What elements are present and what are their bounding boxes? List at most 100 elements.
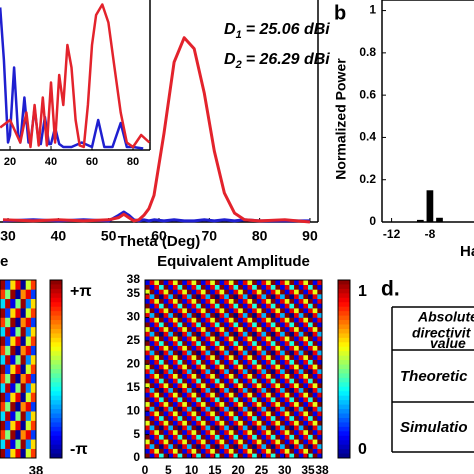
heatmap-cell xyxy=(312,411,318,417)
heatmap-cell xyxy=(233,387,239,393)
heatmap-cell xyxy=(289,289,295,295)
heatmap-cell xyxy=(196,397,202,403)
heatmap-cell xyxy=(145,434,150,440)
heatmap-cell xyxy=(186,312,192,318)
heatmap-cell xyxy=(145,448,150,454)
heatmap-cell xyxy=(20,429,27,440)
heatmap-cell xyxy=(10,373,16,384)
heatmap-cell xyxy=(275,317,281,323)
heatmap-cell xyxy=(15,354,21,365)
heatmap-cell xyxy=(228,401,234,407)
heatmap-cell xyxy=(10,448,16,459)
heatmap-cell xyxy=(294,453,300,459)
heatmap-cell xyxy=(317,439,323,445)
heatmap-cell xyxy=(275,439,281,445)
heatmap-cell xyxy=(15,420,21,431)
y-tick-label: 10 xyxy=(127,403,141,417)
heatmap-cell xyxy=(298,289,304,295)
heatmap-cell xyxy=(280,317,286,323)
heatmap-cell xyxy=(242,383,248,389)
heatmap-cell xyxy=(256,303,262,309)
heatmap-cell xyxy=(298,359,304,365)
heatmap-cell xyxy=(303,397,309,403)
colorbar-step xyxy=(338,426,350,432)
heatmap-cell xyxy=(191,378,197,384)
heatmap-cell xyxy=(196,453,202,459)
heatmap-cell xyxy=(284,397,290,403)
heatmap-cell xyxy=(163,439,169,445)
heatmap-cell xyxy=(317,340,323,346)
heatmap-cell xyxy=(228,406,234,412)
heatmap-cell xyxy=(154,303,160,309)
heatmap-cell xyxy=(261,443,267,449)
heatmap-cell xyxy=(191,434,197,440)
heatmap-cell xyxy=(284,340,290,346)
heatmap-cell xyxy=(172,453,178,459)
colorbar-step xyxy=(338,293,350,299)
heatmap-cell xyxy=(182,453,188,459)
heatmap-cell xyxy=(168,387,174,393)
heatmap-cell xyxy=(186,345,192,351)
heatmap-cell xyxy=(233,312,239,318)
heatmap-cell xyxy=(294,378,300,384)
heatmap-cell xyxy=(238,331,244,337)
heatmap-cell xyxy=(158,443,164,449)
heatmap-cell xyxy=(308,369,313,374)
heatmap-cell xyxy=(158,312,164,318)
heatmap-cell xyxy=(270,317,276,323)
x-tick-label: 30 xyxy=(0,227,16,243)
heatmap-cell xyxy=(308,331,313,337)
heatmap-cell xyxy=(289,429,295,435)
heatmap-cell xyxy=(196,284,202,290)
heatmap-cell xyxy=(289,331,295,337)
heatmap-cell xyxy=(261,308,267,314)
heatmap-cell xyxy=(163,383,169,389)
colorbar-step xyxy=(50,355,62,361)
heatmap-cell xyxy=(303,369,309,374)
heatmap-cell xyxy=(247,303,253,309)
x-tick-label: 20 xyxy=(231,463,245,474)
heatmap-cell xyxy=(214,406,220,412)
colorbar-step xyxy=(338,431,350,437)
heatmap-cell xyxy=(186,364,192,370)
heatmap-cell xyxy=(224,411,230,417)
heatmap-cell xyxy=(242,298,248,304)
heatmap-cell xyxy=(242,429,248,435)
heatmap-cell xyxy=(10,308,16,318)
heatmap-cell xyxy=(252,434,258,440)
heatmap-cell xyxy=(247,280,253,285)
heatmap-cell xyxy=(210,331,216,337)
heatmap-cell xyxy=(228,345,234,351)
colorbar-frame xyxy=(49,279,63,459)
heatmap-cell xyxy=(298,322,304,328)
heatmap-cell xyxy=(205,345,211,351)
heatmap-cell xyxy=(210,364,216,370)
heatmap-cell xyxy=(200,443,206,449)
heatmap-cell xyxy=(308,378,313,384)
heatmap-cell xyxy=(280,280,286,285)
heatmap-cell xyxy=(252,336,258,342)
heatmap-cell xyxy=(149,434,155,440)
heatmap-cell xyxy=(238,312,244,318)
heatmap-cell xyxy=(238,406,244,412)
heatmap-cell xyxy=(228,322,234,328)
heatmap-cell xyxy=(196,406,202,412)
heatmap-cell xyxy=(312,439,318,445)
heatmap-cell xyxy=(20,280,27,290)
heatmap-cell xyxy=(275,326,281,332)
heatmap-cell xyxy=(196,415,202,421)
heatmap-cell xyxy=(256,397,262,403)
heatmap-cell xyxy=(261,434,267,440)
heatmap-cell xyxy=(177,443,183,449)
heatmap-cell xyxy=(261,280,267,285)
heatmap-cell xyxy=(275,331,281,337)
heatmap-cell xyxy=(270,350,276,356)
heatmap-cell xyxy=(284,312,290,318)
heatmap-cell xyxy=(228,411,234,417)
heatmap-cell xyxy=(149,378,155,384)
heatmap-cell xyxy=(191,406,197,412)
heatmap-cell xyxy=(280,401,286,407)
heatmap-cell xyxy=(158,429,164,435)
heatmap-cell xyxy=(233,280,239,285)
heatmap-cell xyxy=(270,415,276,421)
